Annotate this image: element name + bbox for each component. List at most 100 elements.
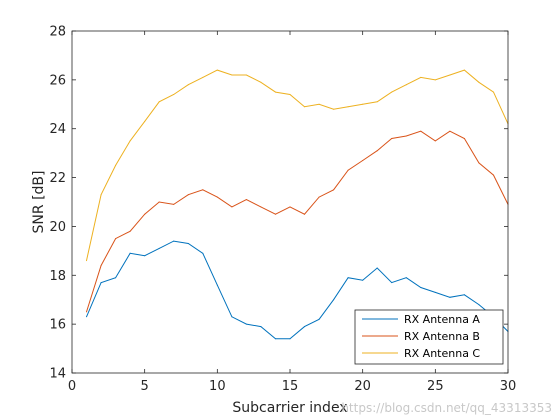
data-point (129, 252, 131, 254)
data-point (391, 282, 393, 284)
data-point (144, 213, 146, 215)
data-point (463, 294, 465, 296)
data-point (318, 103, 320, 105)
data-point (187, 84, 189, 86)
data-point (376, 150, 378, 152)
data-point (144, 120, 146, 122)
data-point (158, 247, 160, 249)
data-point (100, 265, 102, 266)
watermark-text: https://blog.csdn.net/qq_43313353 (341, 401, 552, 415)
y-tick-label: 24 (49, 122, 66, 137)
data-point (173, 203, 175, 205)
data-point (231, 74, 233, 76)
data-point (449, 130, 451, 132)
data-point (347, 277, 349, 279)
x-tick-label: 15 (282, 379, 299, 394)
data-point (158, 201, 160, 203)
data-point (202, 252, 204, 254)
y-tick-label: 14 (49, 367, 66, 382)
data-point (434, 79, 436, 81)
data-point (245, 74, 247, 76)
legend-label-0: RX Antenna A (404, 313, 480, 326)
x-tick-label: 30 (500, 379, 517, 394)
x-axis-title: Subcarrier index (232, 400, 347, 416)
data-point (173, 94, 175, 95)
data-point (289, 94, 291, 95)
data-point (420, 76, 422, 78)
data-point (391, 91, 393, 93)
data-point (376, 267, 378, 269)
x-tick-label: 25 (427, 379, 444, 394)
data-point (100, 194, 102, 196)
data-point (347, 169, 349, 171)
x-tick-label: 5 (141, 379, 149, 394)
data-point (100, 282, 102, 284)
data-point (275, 213, 276, 215)
data-point (231, 206, 233, 208)
data-point (420, 287, 422, 288)
data-point (158, 101, 160, 103)
data-point (362, 103, 364, 105)
y-tick-label: 16 (49, 318, 66, 333)
data-point (202, 189, 204, 191)
series-line-2 (86, 69, 509, 261)
data-point (333, 189, 335, 191)
y-tick-label: 26 (49, 73, 66, 88)
data-point (129, 140, 131, 142)
x-tick-label: 10 (209, 379, 226, 394)
x-tick-label: 0 (68, 379, 76, 394)
data-point (318, 196, 320, 198)
data-point (260, 326, 262, 328)
data-point (115, 164, 117, 166)
data-point (216, 69, 218, 71)
data-point (129, 230, 131, 232)
data-point (449, 296, 451, 298)
legend-label-2: RX Antenna C (404, 347, 480, 360)
data-point (275, 338, 276, 340)
data-point (463, 69, 465, 71)
y-tick-label: 22 (49, 171, 66, 186)
data-point (434, 140, 436, 142)
data-point (260, 81, 262, 83)
y-axis-title: SNR [dB] (31, 171, 47, 234)
y-tick-label: 18 (49, 269, 66, 284)
data-point (245, 323, 247, 325)
ticks-layer: 0 5 10 15 20 25 30 14 16 18 20 22 24 26 28 (49, 25, 516, 395)
data-point (202, 76, 204, 78)
data-point (187, 243, 189, 244)
y-tick-label: 28 (49, 25, 66, 40)
data-point (362, 160, 364, 161)
data-point (478, 304, 480, 306)
data-point (405, 135, 407, 137)
data-point (405, 277, 407, 279)
data-point (434, 291, 436, 293)
data-point (304, 106, 305, 108)
data-point (478, 81, 480, 83)
data-point (245, 199, 247, 201)
series-layer (86, 69, 509, 340)
data-point (216, 196, 218, 198)
data-point (260, 206, 262, 208)
data-point (216, 284, 218, 286)
data-point (449, 74, 451, 76)
data-point (115, 277, 117, 279)
data-point (347, 106, 349, 108)
data-point (333, 108, 335, 110)
legend: RX Antenna A RX Antenna B RX Antenna C (354, 309, 504, 365)
y-tick-label: 20 (49, 220, 66, 235)
data-point (318, 318, 320, 320)
data-point (289, 206, 291, 208)
data-point (333, 299, 335, 301)
data-point (405, 84, 407, 86)
data-point (304, 326, 305, 328)
data-point (275, 91, 276, 93)
data-point (86, 260, 87, 262)
data-point (289, 338, 291, 340)
data-point (86, 311, 87, 313)
data-point (420, 130, 422, 132)
legend-label-1: RX Antenna B (404, 330, 480, 343)
data-point (463, 138, 465, 139)
data-point (173, 240, 175, 242)
series-line-1 (86, 130, 509, 313)
